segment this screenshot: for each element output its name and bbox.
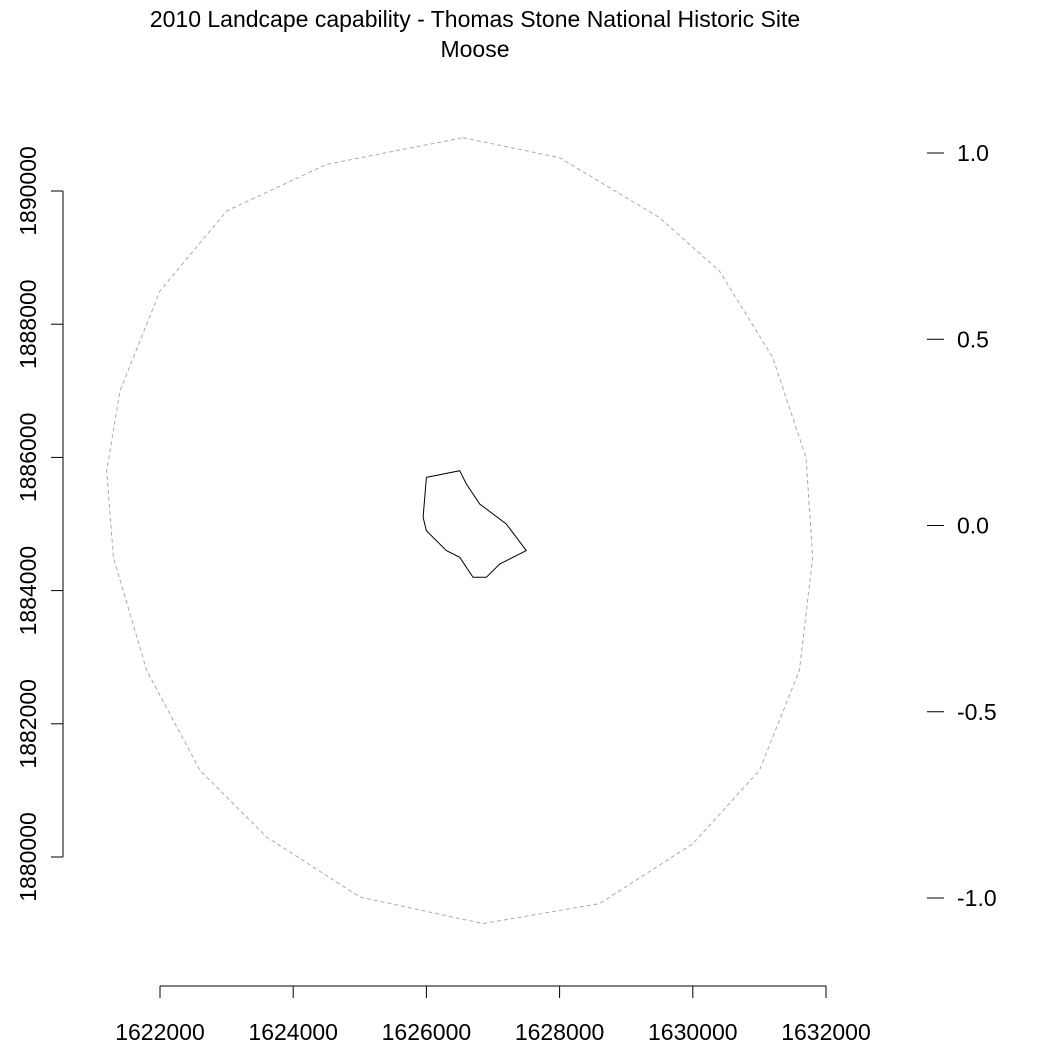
- park-boundary-polygon: [422, 470, 528, 578]
- x-axis: 1622000 1624000 1626000 1628000 1630000 16320…: [115, 985, 871, 1045]
- x-tick-label: 1622000: [115, 1019, 205, 1045]
- x-tick-label: 1630000: [648, 1019, 738, 1045]
- y-right-tick-label: 1.0: [957, 140, 989, 166]
- y-left-tick-label: 1882000: [15, 679, 41, 769]
- x-tick-label: 1628000: [515, 1019, 605, 1045]
- y-left-tick-label: 1888000: [15, 279, 41, 369]
- y-left-tick-label: 1890000: [15, 146, 41, 236]
- y-left-tick-label: 1884000: [15, 546, 41, 636]
- buffer-polygon: [106, 137, 814, 925]
- x-tick-label: 1626000: [382, 1019, 472, 1045]
- x-tick-label: 1632000: [781, 1019, 871, 1045]
- y-left-tick-label: 1880000: [15, 812, 41, 902]
- y-right-tick-label: 0.0: [957, 513, 989, 539]
- y-axis-right: -1.0 -0.5 0.0 0.5 1.0: [927, 140, 997, 911]
- y-right-tick-label: -0.5: [957, 699, 997, 725]
- map-layers: [106, 137, 814, 925]
- y-left-tick-label: 1886000: [15, 413, 41, 503]
- y-right-tick-label: 0.5: [957, 326, 989, 352]
- chart-title: 2010 Landcape capability - Thomas Stone …: [150, 6, 800, 32]
- chart-subtitle: Moose: [440, 36, 509, 62]
- y-axis-left: 1880000 1882000 1884000 1886000 1888000 18900…: [15, 146, 64, 902]
- y-right-tick-label: -1.0: [957, 885, 997, 911]
- x-tick-label: 1624000: [248, 1019, 338, 1045]
